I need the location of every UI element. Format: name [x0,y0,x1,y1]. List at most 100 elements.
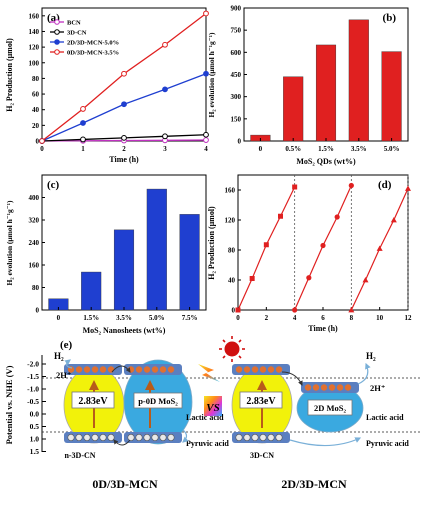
legend-entry: BCN [67,20,81,27]
panel-b-bars [250,19,402,142]
y-tick-label: 40 [32,106,40,114]
panel-d-xticks: 0 2 4 6 8 10 12 [236,307,412,322]
sun-icon [219,336,245,362]
y-tick-label: 450 [231,71,242,79]
data-point [162,133,168,140]
left-oxidation-arrow [182,429,189,443]
legend-marker [54,39,60,45]
data-point [292,307,298,313]
bar [283,76,304,142]
y-tick-label: 160 [29,262,40,270]
right-bandgap-box [239,391,283,409]
x-tick-label: 0 [236,314,240,322]
right-pyruvic-label: Pyruvic acid [366,439,409,448]
right-hplus-label: 2H⁺ [370,383,385,393]
data-point [376,245,383,251]
data-point [203,70,209,77]
cycle-line [237,186,296,311]
data-point [320,242,326,249]
panel-a-legend: BCN 3D-CN 2D/3D-MCN-5.0% 0D/3D-MCN-3.5% [50,19,119,57]
x-tick-label: 3.5% [351,145,367,153]
y-tick-label: 120 [225,217,236,225]
legend-entry: 3D-CN [67,30,87,37]
right-system: 2.83eV 2D MoS₂ H₂ 2H⁺ Lactic acid Pyruvi… [231,351,409,491]
panel-c-xticks: 0 1.5% 3.5% 5.0% 7.5% [57,307,198,322]
panel-b: (b) 0 150 300 450 600 750 900 0 0.5% 1.5% 3.5% 5.0… [207,5,409,166]
y-tick-label: 160 [225,187,236,195]
data-point [121,101,127,108]
y-tick-label: 300 [231,93,242,101]
y-tick-label: 0.0 [30,410,40,419]
panel-a-ylabel: H₂ Production (μmol) [5,38,14,112]
bar [81,271,102,311]
y-tick-label: 900 [231,5,242,13]
vs-badge: VS [204,396,222,416]
x-tick-label: 0 [40,145,44,153]
y-tick-label: -0.5 [27,397,39,406]
panel-b-ylabel: H₂ evolution (μmol h⁻¹g⁻¹) [207,32,216,117]
data-point [334,214,340,220]
y-tick-label: 0 [238,138,242,146]
left-h2-arrow [64,359,73,369]
data-point [405,185,411,191]
x-tick-label: 0.5% [285,145,301,153]
bar [348,19,369,142]
left-hole-transfer-arrow [113,439,131,446]
right-title: 2D/3D-MCN [281,477,347,491]
data-point [162,86,168,93]
bar [146,188,167,311]
legend-entry: 2D/3D-MCN-5.0% [67,40,119,47]
left-system: 2.83eV p-0D MoS₂ H₂ 2H⁺ Lactic acid Pyru… [54,351,229,491]
right-oxidation-arrow [289,437,362,447]
vs-label: VS [206,402,219,414]
series-line [41,73,207,142]
y-tick-label: 150 [231,115,242,123]
panel-c: (c) 0 80 160 240 320 400 0 1.5% 3.5% 5.0% 7.5% Mo… [5,174,207,335]
panel-d: (d) 0 40 80 120 160 0 2 4 6 8 10 12 Time (h) H₂ Pr… [207,174,412,333]
right-mos2-box [307,399,353,416]
y-tick-label: 1.0 [30,435,40,444]
y-tick-label: 750 [231,27,242,35]
panel-d-cycle-dividers [294,175,409,310]
legend-entry: 0D/3D-MCN-3.5% [67,50,119,57]
y-tick-label: 0 [36,138,40,146]
x-tick-label: 2 [122,145,126,153]
data-point [292,184,298,190]
y-tick-label: 80 [32,75,40,83]
y-tick-label: 1.5 [30,447,40,456]
panel-d-label: (d) [378,179,392,191]
data-point [203,131,209,138]
right-lactic-label: Lactic acid [366,413,404,422]
x-tick-label: 6 [321,314,325,322]
panel-c-label: (c) [47,179,60,191]
left-title: 0D/3D-MCN [92,477,158,491]
y-tick-label: 240 [29,239,40,247]
right-mos2-label: 2D MoS₂ [314,403,347,413]
y-tick-label: 0.5 [30,422,40,431]
panel-c-ylabel: H₂ evolution (μmol h⁻¹g⁻¹) [5,200,14,285]
data-point [121,70,127,77]
data-point [80,136,86,143]
bar [179,214,200,311]
panel-b-yticks: 0 150 300 450 600 750 900 [231,5,247,146]
panel-e: (e) -2.0 -1.5 -1.0 -0.5 0.0 0.5 1.0 1.5 Potenti… [4,336,420,491]
data-point [263,242,269,248]
panel-a-yticks: 0 20 40 60 80 100 120 140 160 [29,12,45,146]
y-tick-label: 0 [36,307,40,315]
panel-e-yticks: -2.0 -1.5 -1.0 -0.5 0.0 0.5 1.0 1.5 [27,360,46,456]
right-bandgap-label: 2.83eV [246,396,276,407]
bar [113,229,135,311]
panel-d-xlabel: Time (h) [308,324,338,333]
right-h2-label: H₂ [366,351,376,361]
left-hplus-label: 2H⁺ [56,370,71,380]
data-point [348,307,355,313]
y-tick-label: 40 [228,277,236,285]
x-tick-label: 4 [293,314,297,322]
panel-a-xlabel: Time (h) [109,155,139,164]
x-tick-label: 7.5% [182,314,198,322]
left-pyruvic-label: Pyruvic acid [186,439,229,448]
left-mos2-box [133,392,183,409]
panel-d-series [235,182,411,313]
x-tick-label: 2 [265,314,269,322]
